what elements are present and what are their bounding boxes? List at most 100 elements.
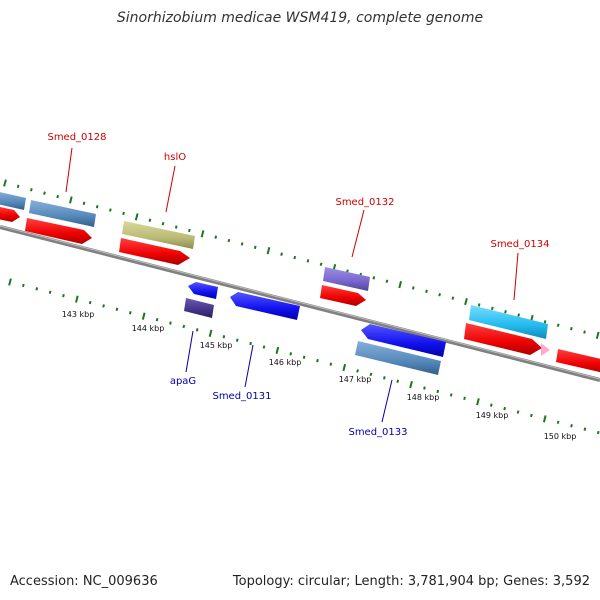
scale-label: 150 kbp (544, 432, 577, 441)
scale-tick (95, 205, 99, 209)
accession-text: Accession: NC_009636 (10, 574, 158, 589)
scale-tick (583, 427, 587, 431)
scale-tick (240, 242, 244, 246)
feature-apag-gene[interactable] (184, 298, 214, 318)
feature-small-pink-marker[interactable] (541, 343, 550, 356)
feature-smed-0132-cds-arrow[interactable] (320, 285, 366, 306)
scale-tick (169, 321, 172, 325)
scale-tick (43, 191, 46, 195)
label-apag[interactable]: apaG (170, 376, 196, 387)
scale-tick (438, 293, 441, 297)
scale-tick (396, 379, 400, 383)
scale-tick (449, 393, 453, 397)
feature-right-cds-arrow[interactable] (556, 349, 600, 374)
scale-tick (451, 296, 455, 300)
connector-smed-0133 (381, 379, 393, 423)
scale-tick (306, 259, 310, 263)
feature-apag-cds-arrow[interactable] (188, 282, 218, 299)
scale-tick (570, 326, 573, 331)
scale-label: 148 kbp (407, 393, 440, 402)
scale-label: 147 kbp (339, 375, 372, 384)
genome-backbone (0, 225, 600, 382)
scale-tick (35, 287, 39, 291)
scale-tick (425, 289, 428, 294)
scale-label: 146 kbp (269, 358, 302, 367)
feature-smed-0128-cds-arrow[interactable] (25, 218, 92, 244)
scale-tick (222, 335, 226, 339)
scale-tick (195, 328, 199, 332)
connector-smed-0134 (513, 252, 519, 301)
scale-tick (141, 312, 146, 320)
scale-tick (372, 276, 376, 280)
feature-hslo-cds-arrow[interactable] (119, 238, 190, 265)
scale-tick (556, 323, 560, 327)
scale-tick (280, 252, 283, 256)
scale-tick (491, 306, 494, 311)
scale-tick (530, 413, 533, 418)
connector-smed-0128 (65, 147, 73, 193)
scale-tick (503, 406, 506, 411)
scale-tick (82, 201, 86, 206)
feature-smed-0134-gene[interactable] (469, 305, 548, 339)
feature-smed-0128-gene-left[interactable] (0, 191, 26, 210)
feature-hslo-gene[interactable] (122, 221, 195, 249)
scale-label: 149 kbp (476, 411, 509, 420)
scale-tick (48, 290, 52, 294)
connector-smed-0132 (351, 209, 365, 258)
scale-tick (289, 352, 293, 356)
scale-tick (102, 304, 105, 308)
scale-tick (319, 262, 323, 266)
feature-left-cds-arrow[interactable] (0, 206, 20, 222)
scale-tick (30, 188, 33, 192)
scale-tick (504, 310, 507, 314)
scale-tick (75, 295, 79, 303)
scale-tick (489, 403, 493, 407)
feature-smed-0132-gene[interactable] (323, 267, 370, 291)
scale-tick (3, 179, 7, 187)
scale-tick (293, 255, 297, 260)
scale-tick (476, 398, 480, 406)
scale-tick (595, 331, 600, 340)
scale-tick (62, 293, 65, 298)
feature-smed-0133-cds-arrow[interactable] (361, 324, 446, 357)
scale-tick (22, 283, 25, 288)
scale-tick (56, 194, 60, 199)
genome-backbone-highlight (0, 225, 600, 380)
connector-apag (185, 330, 194, 373)
label-smed-0134[interactable]: Smed_0134 (490, 239, 549, 250)
scale-tick (182, 324, 186, 329)
scale-tick (109, 208, 112, 212)
feature-smed-0131-cds-arrow[interactable] (230, 292, 300, 320)
scale-tick (88, 300, 92, 305)
scale-tick (115, 307, 119, 312)
label-smed-0128[interactable]: Smed_0128 (47, 132, 106, 143)
label-smed-0132[interactable]: Smed_0132 (335, 197, 394, 208)
scale-tick (383, 376, 386, 380)
scale-tick (316, 358, 319, 363)
feature-smed-0133-gene[interactable] (355, 341, 441, 375)
scale-tick (69, 196, 73, 204)
scale-tick (128, 311, 132, 315)
scale-tick (570, 424, 573, 428)
scale-tick (477, 303, 481, 307)
scale-tick (227, 238, 231, 243)
scale-tick (275, 346, 280, 355)
scale-tick (266, 247, 271, 255)
scale-tick (543, 320, 547, 324)
label-smed-0131[interactable]: Smed_0131 (212, 391, 271, 402)
scale-label: 143 kbp (62, 310, 95, 319)
scale-tick (463, 396, 466, 401)
label-smed-0133[interactable]: Smed_0133 (348, 427, 407, 438)
scale-tick (409, 381, 413, 389)
label-hslo[interactable]: hslO (164, 152, 186, 163)
scale-tick (385, 279, 389, 283)
scale-tick (329, 362, 333, 366)
feature-smed-0128-gene[interactable] (29, 200, 96, 227)
scale-tick (411, 286, 415, 290)
scale-label: 145 kbp (200, 341, 233, 350)
feature-smed-0134-cds-arrow[interactable] (464, 323, 542, 355)
scale-tick (356, 369, 359, 373)
genome-summary-text: Topology: circular; Length: 3,781,904 bp… (232, 574, 590, 589)
